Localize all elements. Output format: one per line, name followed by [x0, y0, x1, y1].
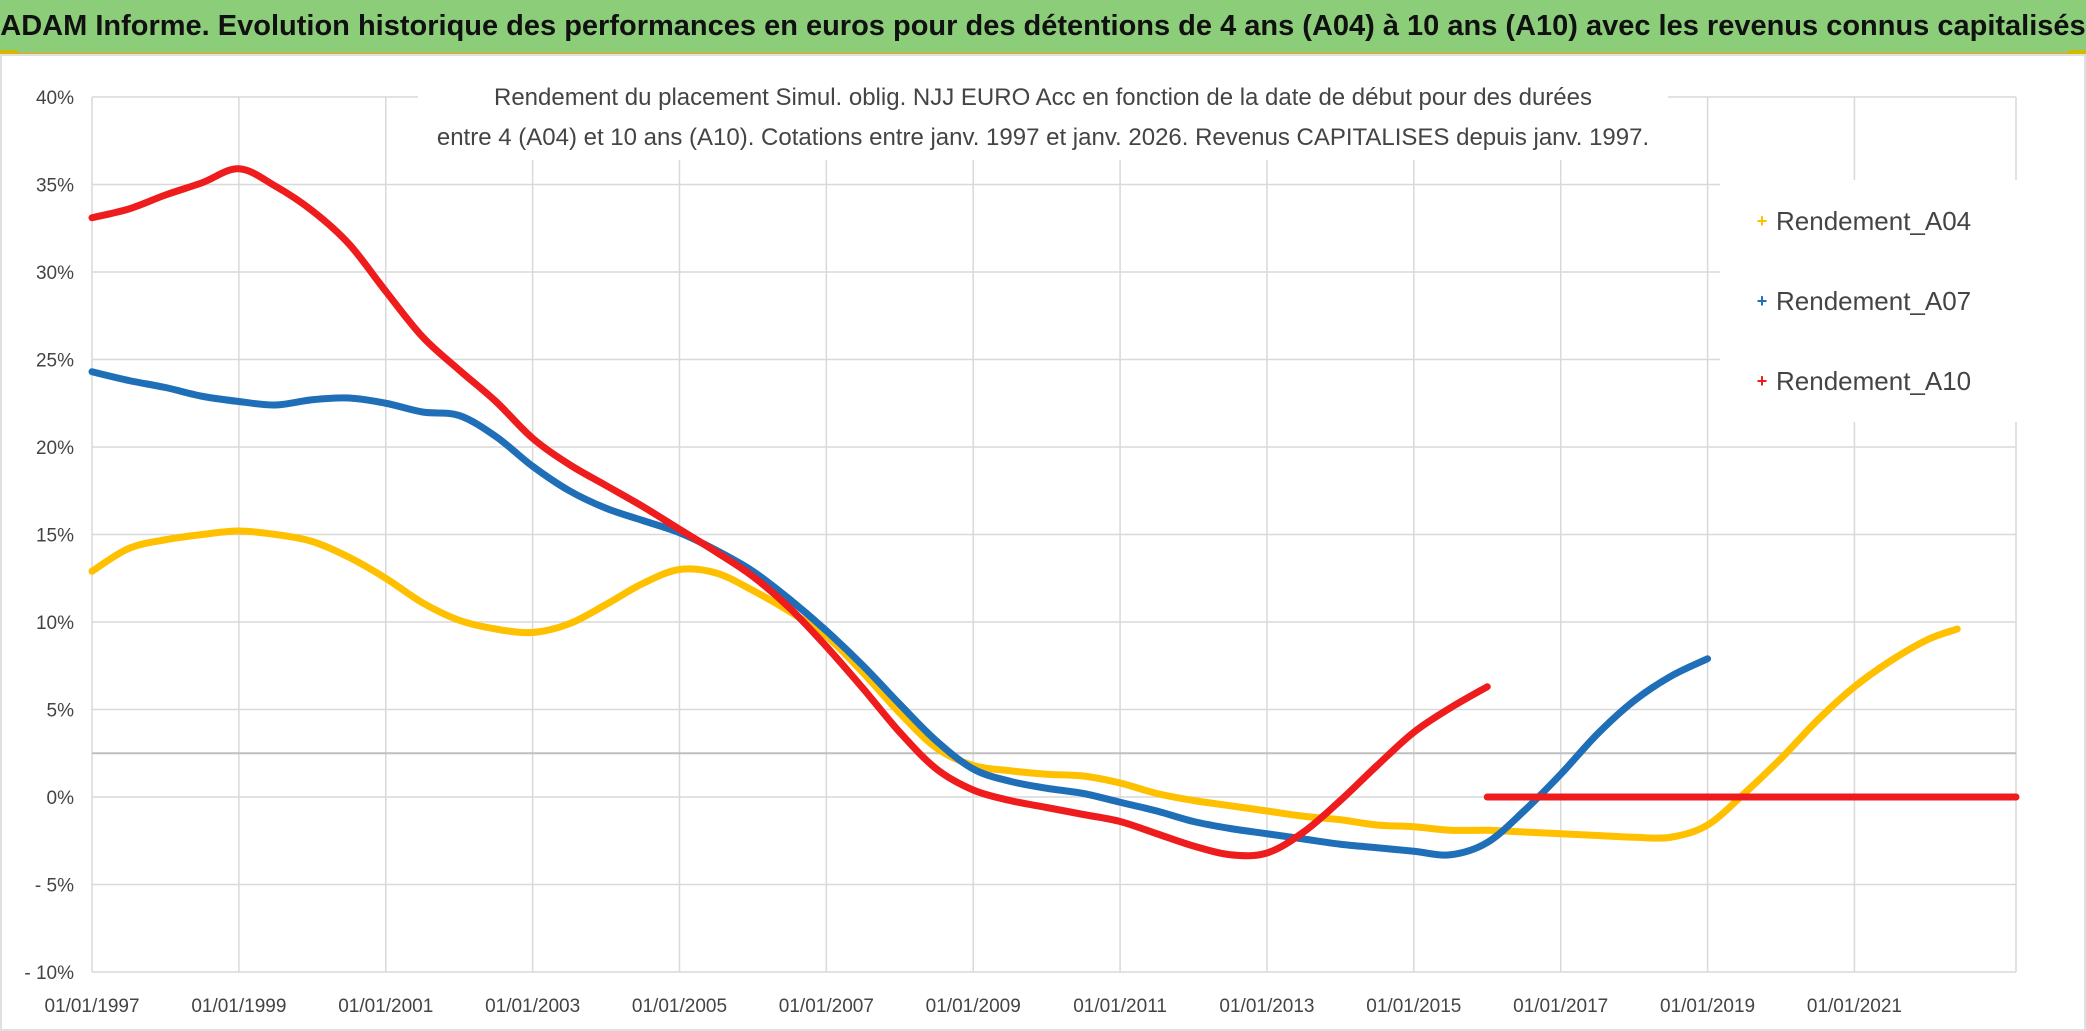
report-title: ADAM Informe. Evolution historique des p…	[0, 9, 2086, 42]
legend-label-a07: Rendement_A07	[1776, 286, 1971, 316]
y-tick-label: 10%	[36, 613, 74, 634]
x-tick-label: 01/01/2017	[1513, 996, 1608, 1017]
y-tick-label: 35%	[36, 176, 74, 197]
chart-title-line-2: entre 4 (A04) et 10 ans (A10). Cotations…	[437, 124, 1649, 151]
y-tick-label: - 10%	[24, 963, 74, 984]
x-tick-label: 01/01/2009	[926, 996, 1021, 1017]
x-tick-label: 01/01/1999	[191, 996, 286, 1017]
x-tick-label: 01/01/2021	[1807, 996, 1902, 1017]
y-tick-label: 0%	[47, 788, 75, 809]
report-banner: ADAM Informe. Evolution historique des p…	[0, 0, 2086, 55]
x-tick-label: 01/01/2007	[779, 996, 874, 1017]
banner-corner-left	[0, 50, 18, 55]
series-line-rendement-a04	[88, 527, 1961, 842]
chart-title-line-1: Rendement du placement Simul. oblig. NJJ…	[494, 84, 1592, 111]
legend-label-a10: Rendement_A10	[1776, 366, 1971, 396]
legend-marker-a04: +	[1757, 211, 1768, 231]
y-tick-label: 20%	[36, 438, 74, 459]
series-line-rendement-a07	[88, 368, 1712, 859]
legend-label-a04: Rendement_A04	[1776, 206, 1971, 236]
y-tick-label: 40%	[36, 88, 74, 109]
legend-marker-a10: +	[1757, 371, 1768, 391]
banner-corner-right	[2068, 50, 2086, 55]
gridlines	[91, 96, 2017, 973]
y-tick-label: 15%	[36, 526, 74, 547]
legend-marker-a07: +	[1757, 291, 1768, 311]
y-tick-label: - 5%	[35, 876, 74, 897]
series-line-rendement-a10	[88, 165, 1491, 860]
subtitle-background	[418, 74, 1668, 160]
x-tick-label: 01/01/2001	[338, 996, 433, 1017]
x-tick-label: 01/01/2013	[1219, 996, 1314, 1017]
x-tick-label: 01/01/2003	[485, 996, 580, 1017]
x-axis-ticks: 01/01/1997 01/01/1999 01/01/2001 01/01/2003…	[44, 996, 1902, 1017]
y-tick-label: 30%	[36, 263, 74, 284]
legend: + Rendement_A04 + Rendement_A07 + Rendem…	[1720, 180, 2020, 422]
x-tick-label: 01/01/1997	[44, 996, 139, 1017]
legend-background	[1720, 180, 2020, 422]
y-tick-label: 25%	[36, 351, 74, 372]
series-lines	[88, 165, 2020, 860]
x-tick-label: 01/01/2015	[1366, 996, 1461, 1017]
x-tick-label: 01/01/2005	[632, 996, 727, 1017]
y-tick-label: 5%	[47, 701, 75, 722]
x-tick-label: 01/01/2019	[1660, 996, 1755, 1017]
chart-frame	[0, 54, 2086, 1031]
y-axis-ticks: 40% 35% 30% 25% 20% 15% 10% 5% 0% - 5% - 10%	[24, 88, 74, 984]
x-tick-label: 01/01/2011	[1073, 996, 1167, 1017]
